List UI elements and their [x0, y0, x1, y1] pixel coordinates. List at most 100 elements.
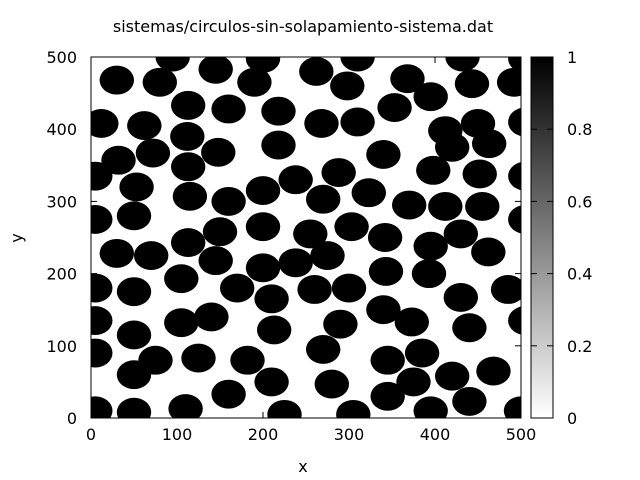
- y-tick-label: 100: [46, 337, 77, 356]
- x-tick-label: 300: [334, 425, 365, 444]
- circle-mark: [443, 282, 478, 312]
- circle-mark: [336, 399, 371, 418]
- x-tick-label: 100: [162, 425, 193, 444]
- circle-mark: [135, 138, 171, 168]
- circle-mark: [116, 360, 152, 390]
- colorbar-tick-label: 0.4: [567, 265, 592, 284]
- circle-mark: [404, 338, 440, 368]
- circle-mark: [278, 165, 313, 195]
- colorbar-tick-label: 0: [567, 409, 577, 428]
- circle-mark: [471, 237, 506, 267]
- circle-mark: [331, 273, 367, 303]
- circle-mark: [91, 161, 113, 191]
- y-tick-label: 0: [67, 409, 77, 428]
- circle-mark: [198, 57, 233, 84]
- circle-mark: [211, 94, 246, 124]
- circle-mark: [452, 313, 487, 343]
- circle-mark: [168, 394, 203, 418]
- circle-mark: [471, 129, 507, 159]
- circle-mark: [134, 241, 169, 270]
- circle-mark: [91, 205, 113, 234]
- circle-mark: [366, 295, 401, 325]
- circle-mark: [181, 343, 216, 373]
- circle-mark: [321, 158, 356, 187]
- circle-mark: [230, 345, 265, 375]
- circle-mark: [91, 273, 113, 303]
- colorbar: [530, 56, 554, 419]
- circle-mark: [127, 111, 162, 141]
- circle-mark: [261, 96, 296, 126]
- circle-mark: [155, 57, 190, 72]
- circle-mark: [396, 367, 431, 397]
- circle-mark: [508, 162, 521, 191]
- circle-mark: [428, 192, 463, 221]
- circle-mark: [476, 356, 511, 386]
- colorbar-tick-label: 0.8: [567, 120, 592, 139]
- circle-mark: [116, 320, 152, 350]
- circle-mark: [323, 309, 358, 339]
- circle-mark: [366, 140, 401, 169]
- circle-mark: [172, 181, 208, 211]
- circle-mark: [443, 219, 478, 249]
- circle-mark: [377, 93, 412, 122]
- circle-mark: [304, 108, 339, 138]
- circle-mark: [496, 67, 521, 97]
- circle-mark: [245, 212, 281, 242]
- y-tick-label: 200: [46, 265, 77, 284]
- circle-mark: [211, 186, 246, 216]
- circle-mark: [413, 82, 448, 112]
- circle-mark: [142, 67, 177, 97]
- circle-mark: [390, 64, 425, 94]
- circle-mark: [256, 315, 292, 345]
- circle-mark: [411, 259, 447, 289]
- circle-mark: [116, 277, 152, 307]
- circle-mark: [462, 159, 497, 189]
- circle-mark: [194, 302, 229, 332]
- circle-mark: [170, 90, 206, 120]
- circle-mark: [119, 172, 154, 202]
- circle-mark: [293, 219, 328, 249]
- circle-mark: [306, 334, 341, 364]
- circle-mark: [164, 308, 199, 338]
- circle-mark: [261, 130, 296, 160]
- colorbar-axis: 0 0.2 0.4 0.6 0.8 1: [531, 48, 592, 428]
- circle-mark: [314, 369, 349, 399]
- circle-mark: [237, 67, 272, 97]
- circle-mark: [413, 396, 448, 418]
- circle-mark: [254, 367, 289, 397]
- circle-mark: [170, 121, 205, 151]
- x-axis: 0 100 200 300 400 500: [86, 57, 536, 444]
- circle-mark: [201, 137, 236, 167]
- circle-mark: [245, 253, 281, 283]
- chart-title: sistemas/circulos-sin-solapamiento-siste…: [113, 17, 493, 36]
- circle-mark: [454, 69, 490, 99]
- circle-mark: [465, 192, 500, 221]
- colorbar-tick-label: 0.6: [567, 192, 592, 211]
- circle-mark: [101, 145, 136, 175]
- circle-mark: [490, 275, 521, 304]
- circle-mark: [310, 241, 345, 270]
- circle-mark: [91, 396, 113, 418]
- circle-mark: [198, 246, 233, 276]
- circle-mark: [392, 190, 427, 220]
- circle-mark: [116, 201, 152, 231]
- circle-mark: [452, 386, 487, 416]
- circle-mark: [508, 205, 521, 234]
- circle-mark: [220, 273, 255, 303]
- circle-mark: [91, 306, 113, 335]
- circle-mark: [351, 178, 386, 208]
- circle-mark: [202, 217, 238, 247]
- circle-mark: [164, 264, 199, 294]
- y-axis-label: y: [7, 233, 26, 242]
- circle-mark: [413, 231, 448, 261]
- circle-mark: [299, 57, 334, 86]
- circle-mark: [370, 345, 405, 375]
- circle-mark: [99, 238, 134, 268]
- circle-mark: [394, 307, 429, 337]
- circle-mark: [254, 284, 289, 314]
- x-tick-label: 500: [506, 425, 537, 444]
- circle-mark: [170, 228, 206, 257]
- circle-field: [91, 57, 521, 418]
- plot-frame: [90, 56, 522, 419]
